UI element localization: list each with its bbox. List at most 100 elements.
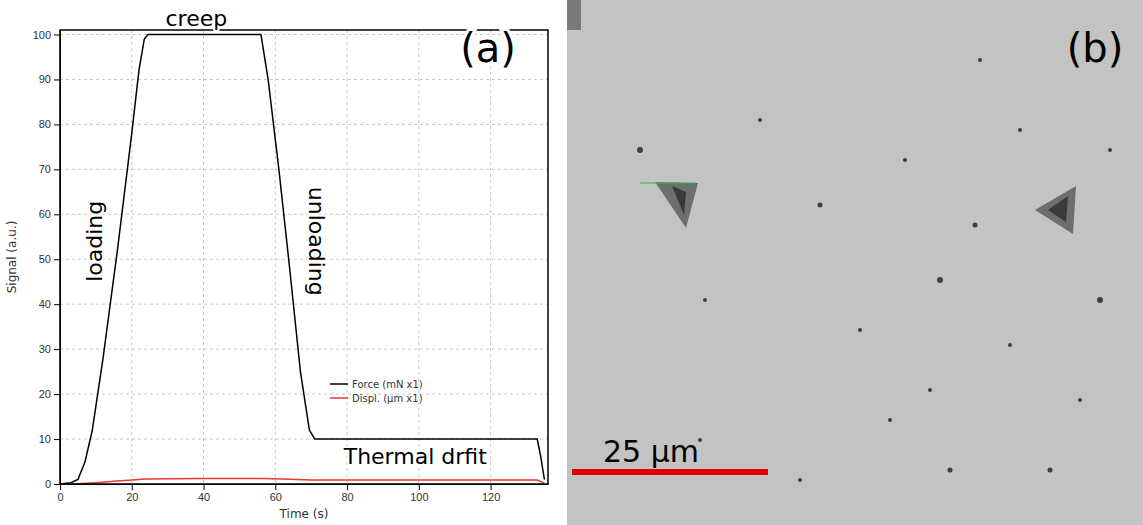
tick-label: 40 [198, 491, 210, 503]
tick-mark [60, 484, 61, 490]
tick-label: 60 [270, 491, 282, 503]
data-line [60, 34, 544, 484]
annotation: creep [166, 6, 228, 31]
legend-swatch [330, 397, 348, 399]
x-axis: 0 20 40 60 80 100 120 [57, 484, 548, 503]
speck [798, 478, 802, 482]
speck [1097, 297, 1103, 303]
speck [903, 158, 907, 162]
panel-label: (b) [1067, 25, 1124, 71]
grid-line [275, 30, 276, 484]
figure: 0 20 40 60 80 100 120 0 10 20 30 40 50 60 70 80 90 100 Tim… [0, 0, 1143, 525]
tick-mark [347, 484, 348, 490]
grid-line [490, 30, 491, 484]
tick-label: 60 [39, 208, 51, 220]
speck [1078, 398, 1082, 402]
tick-label: 70 [39, 163, 51, 175]
tick-mark [54, 439, 60, 440]
legend: Force (mN x1) Displ. (µm x1) [330, 379, 423, 404]
y-axis-title: Signal (a.u.) [5, 221, 19, 294]
grid-line [60, 304, 548, 305]
tick-label: 80 [341, 491, 353, 503]
speck [928, 388, 932, 392]
speck [1008, 343, 1012, 347]
indent [1035, 186, 1076, 234]
image-corner [567, 0, 581, 30]
tick-label: 10 [39, 433, 51, 445]
y-tick: 70 [39, 163, 60, 175]
measure-line [640, 183, 695, 184]
y-tick: 100 [33, 29, 60, 41]
grid-line [203, 30, 204, 484]
grid-line [60, 79, 548, 80]
tick-label: 100 [410, 491, 428, 503]
tick-label: 40 [39, 298, 51, 310]
tick-mark [54, 34, 60, 35]
y-tick: 80 [39, 118, 60, 130]
y-tick: 90 [39, 73, 60, 85]
speck [818, 203, 823, 208]
plot-frame [60, 30, 548, 484]
annotation: unloading [304, 187, 329, 296]
axis-line [60, 31, 61, 485]
tick-mark [419, 484, 420, 490]
y-tick: 50 [39, 253, 60, 265]
tick-label: 90 [39, 73, 51, 85]
tick-label: 0 [57, 491, 63, 503]
grid-line [60, 349, 548, 350]
legend-swatch [330, 383, 348, 385]
annotation: Thermal drfit [343, 444, 487, 469]
legend-entry: Displ. (µm x1) [330, 393, 423, 404]
x-tick: 20 [126, 484, 138, 503]
tick-mark [204, 484, 205, 490]
x-tick: 100 [410, 484, 428, 503]
grid-line [347, 30, 348, 484]
speck [703, 298, 707, 302]
micrograph: (b) 25 μm [567, 0, 1143, 525]
tick-mark [54, 484, 60, 485]
tick-label: 80 [39, 118, 51, 130]
x-axis-title: Time (s) [279, 507, 329, 521]
tick-mark [54, 124, 60, 125]
tick-label: 100 [33, 29, 51, 41]
tick-mark [54, 79, 60, 80]
tick-mark [54, 349, 60, 350]
speck [948, 468, 953, 473]
data-line [60, 478, 544, 484]
scale-bar [572, 469, 768, 475]
tick-label: 20 [126, 491, 138, 503]
plot-marks [60, 34, 544, 484]
x-tick: 80 [341, 484, 353, 503]
scale-bar-label: 25 μm [603, 434, 699, 469]
tick-mark [54, 259, 60, 260]
grid-line [131, 30, 132, 484]
image-background [567, 0, 1143, 525]
annotation: loading [82, 201, 107, 282]
grid-line [60, 169, 548, 170]
tick-mark [491, 484, 492, 490]
indent-center [1048, 196, 1068, 222]
indent [655, 182, 698, 228]
tick-mark [54, 304, 60, 305]
indent-center [672, 186, 686, 215]
tick-mark [132, 484, 133, 490]
plot-background [60, 30, 548, 484]
y-tick: 60 [39, 208, 60, 220]
speck [1048, 468, 1053, 473]
y-tick: 30 [39, 343, 60, 355]
x-tick: 60 [270, 484, 282, 503]
speck [758, 118, 762, 122]
tick-label: 0 [45, 478, 51, 490]
legend-entry: Force (mN x1) [330, 379, 423, 390]
y-tick: 40 [39, 298, 60, 310]
speck [858, 328, 862, 332]
legend-label: Force (mN x1) [352, 379, 423, 390]
tick-label: 20 [39, 388, 51, 400]
speck [937, 277, 943, 283]
speck [1108, 148, 1112, 152]
speck [973, 223, 978, 228]
speck [978, 58, 982, 62]
tick-label: 50 [39, 253, 51, 265]
tick-label: 120 [482, 491, 500, 503]
speck [1018, 128, 1022, 132]
